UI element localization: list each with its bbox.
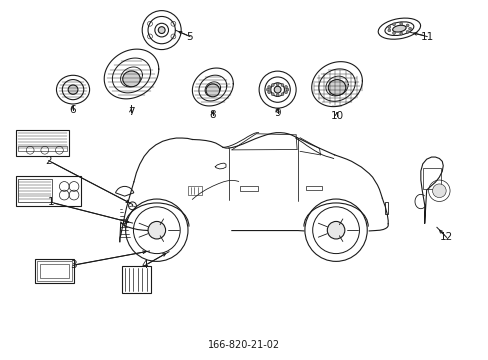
Bar: [423, 168, 440, 189]
Circle shape: [158, 27, 165, 33]
Bar: [239, 186, 258, 191]
Circle shape: [281, 93, 284, 96]
Circle shape: [267, 91, 270, 94]
Ellipse shape: [327, 80, 345, 95]
Text: 5: 5: [186, 32, 193, 41]
Bar: [35, 259, 74, 283]
Text: 6: 6: [70, 105, 76, 115]
Text: 9: 9: [274, 108, 281, 118]
Bar: [122, 266, 151, 293]
Bar: [187, 186, 201, 195]
Circle shape: [284, 86, 287, 89]
Circle shape: [406, 24, 408, 27]
Circle shape: [399, 32, 402, 35]
Polygon shape: [420, 157, 442, 223]
Ellipse shape: [205, 84, 219, 97]
Text: 11: 11: [420, 32, 433, 41]
Circle shape: [387, 29, 390, 32]
Circle shape: [276, 83, 279, 86]
Bar: [40, 264, 69, 278]
Circle shape: [276, 94, 279, 96]
Text: 166-820-21-02: 166-820-21-02: [208, 340, 280, 350]
Circle shape: [387, 26, 390, 28]
Bar: [18, 146, 66, 150]
Text: 2: 2: [45, 156, 52, 166]
Circle shape: [266, 88, 269, 91]
Text: 4: 4: [142, 260, 148, 270]
Bar: [38, 261, 71, 282]
Circle shape: [271, 93, 274, 96]
Circle shape: [432, 184, 445, 198]
Bar: [16, 176, 81, 206]
Ellipse shape: [122, 71, 140, 87]
Circle shape: [392, 23, 395, 26]
Text: 1: 1: [48, 197, 54, 207]
Circle shape: [326, 221, 344, 239]
Circle shape: [274, 86, 281, 93]
Text: 10: 10: [330, 111, 343, 121]
Text: 7: 7: [128, 107, 135, 117]
Ellipse shape: [392, 25, 406, 32]
Circle shape: [399, 22, 402, 25]
Circle shape: [285, 88, 288, 91]
Circle shape: [392, 32, 395, 35]
Bar: [305, 186, 322, 190]
Circle shape: [267, 86, 270, 89]
Text: 8: 8: [209, 111, 216, 121]
Bar: [384, 202, 387, 214]
Circle shape: [284, 91, 287, 94]
Ellipse shape: [68, 85, 78, 94]
Circle shape: [281, 84, 284, 86]
Bar: [18, 179, 52, 202]
Text: 3: 3: [70, 260, 76, 270]
Text: 12: 12: [439, 232, 452, 242]
Circle shape: [408, 27, 411, 30]
Bar: [16, 130, 69, 156]
Circle shape: [148, 221, 165, 239]
Circle shape: [406, 31, 408, 33]
Circle shape: [271, 84, 274, 86]
